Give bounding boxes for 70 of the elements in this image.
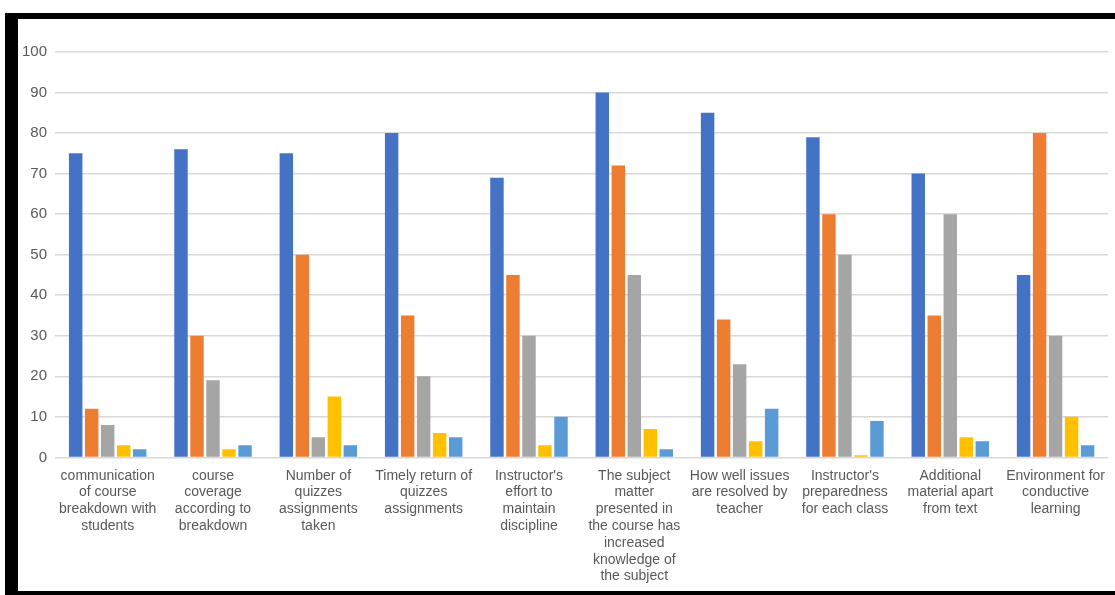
bar [400, 315, 415, 457]
bar [943, 214, 957, 457]
bar [1080, 445, 1095, 457]
bar [222, 449, 236, 457]
bar [1048, 335, 1063, 457]
bar [68, 153, 83, 457]
y-tick-label: 30 [30, 325, 48, 343]
bar [206, 380, 220, 457]
x-tick-label: Instructor's preparedness for each class [801, 466, 889, 517]
bar [838, 254, 852, 457]
x-tick-label: course coverage according to breakdown [174, 466, 252, 534]
bar [522, 335, 536, 457]
y-tick-label: 70 [30, 163, 48, 181]
y-tick-label: 0 [38, 447, 48, 465]
bar [822, 214, 836, 457]
bar [806, 137, 820, 457]
y-tick-label: 10 [30, 407, 48, 424]
bar [132, 449, 147, 457]
bar [732, 364, 747, 457]
bar [238, 445, 252, 457]
bar [700, 112, 715, 457]
x-tick-label: Environment for conductive learning [1006, 466, 1106, 517]
y-tick-label: 40 [30, 285, 48, 303]
x-tick-label: Instructor's effort to maintain discipline [494, 466, 563, 534]
bar [975, 441, 990, 457]
bar [343, 445, 358, 457]
bar [490, 177, 504, 457]
bar [911, 173, 925, 457]
y-tick-label: 20 [30, 366, 48, 384]
bar [538, 445, 552, 457]
bar [659, 449, 674, 457]
bar [959, 437, 973, 457]
bar [1016, 274, 1031, 457]
bar [448, 437, 463, 457]
bar [432, 433, 447, 457]
bar [595, 92, 610, 457]
bar [627, 274, 642, 457]
x-tick-label: The subject matter presented in the course has increased knowledge of the subject [588, 466, 681, 584]
bar [416, 376, 431, 457]
bar [764, 408, 779, 457]
bar [554, 416, 568, 457]
bar [1064, 416, 1079, 457]
x-tick-label: Additional material apart from text [907, 466, 994, 517]
bar [190, 335, 204, 457]
bar [611, 165, 626, 457]
bar [100, 424, 115, 457]
bar [279, 153, 294, 457]
bar [927, 315, 941, 457]
bar [384, 133, 399, 457]
y-tick-label: 60 [30, 204, 48, 222]
bar [506, 274, 520, 457]
bar [327, 396, 342, 457]
y-tick-label: 50 [30, 244, 48, 262]
bar [311, 437, 326, 457]
bar [84, 408, 99, 457]
bar [116, 445, 131, 457]
x-tick-label: How well issues are resolved by teacher [689, 466, 790, 517]
bar [748, 441, 763, 457]
bar [870, 420, 884, 457]
y-tick-label: 100 [22, 42, 48, 60]
x-tick-label: Timely return of quizzes assignments [375, 466, 473, 517]
bar [295, 254, 310, 457]
y-tick-label: 80 [30, 123, 48, 141]
bar [1032, 133, 1047, 457]
y-tick-label: 90 [30, 82, 48, 100]
x-tick-label: Number of quizzes assignments taken [279, 466, 358, 534]
bar [643, 429, 658, 457]
bar [174, 149, 188, 457]
x-tick-label: communication of course breakdown with students [59, 466, 157, 534]
bar [716, 319, 731, 457]
